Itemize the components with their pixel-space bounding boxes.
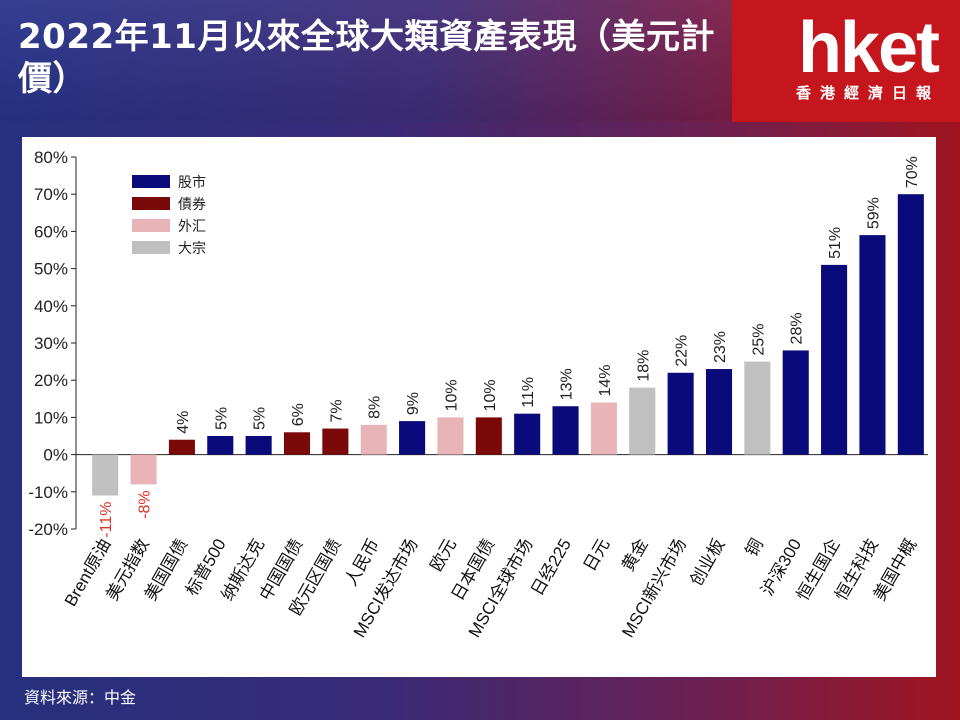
bar (590, 402, 617, 455)
value-label: 18% (635, 350, 652, 382)
bar (821, 264, 848, 455)
bar (322, 428, 349, 455)
hket-logo-subtext: 香港經濟日報 (795, 84, 940, 102)
hket-logo: hket (797, 8, 940, 88)
category-label: 铜 (742, 536, 767, 560)
value-label: 5% (213, 407, 230, 430)
bar (245, 436, 272, 455)
legend-label: 股市 (178, 174, 206, 190)
bar (207, 436, 234, 455)
bar (514, 413, 541, 455)
value-label: 23% (712, 331, 729, 363)
legend-label: 外汇 (178, 218, 206, 234)
logo-panel (732, 0, 960, 122)
value-label: 7% (328, 399, 345, 422)
bar (667, 372, 694, 455)
value-label: -11% (98, 502, 115, 538)
bar (744, 361, 771, 455)
value-label: 14% (597, 364, 614, 396)
value-label: 25% (750, 324, 767, 356)
bar-chart: -20% -10% 0% 10% 20% 30% 40% 50% 60% 70% 80% -11%Br… (28, 148, 928, 641)
bar (399, 421, 426, 455)
category-label: 人民币 (341, 536, 383, 590)
category-label: 黄金 (618, 536, 651, 575)
y-tick-label: 80% (34, 148, 68, 167)
bar (168, 439, 195, 455)
value-label: 5% (252, 407, 269, 430)
y-tick-label: -20% (28, 520, 68, 539)
y-tick-label: 10% (34, 408, 68, 427)
bar (283, 432, 311, 455)
category-label: 欧元 (426, 536, 459, 575)
value-label: 9% (405, 392, 422, 415)
chart-panel: -20% -10% 0% 10% 20% 30% 40% 50% 60% 70% 80% -11% Br… (22, 137, 936, 677)
y-tick-label: 60% (34, 222, 68, 241)
value-label: 6% (290, 403, 307, 426)
y-tick-label: 70% (34, 185, 68, 204)
y-tick-label: 20% (34, 371, 68, 390)
y-tick-label: 0% (43, 446, 68, 465)
value-label: -8% (137, 490, 154, 518)
header-banner: 2022年11月以來全球大類資產表現（美元計價） hket 香港經濟日報 (0, 0, 960, 122)
bar (705, 369, 733, 455)
value-label: 10% (482, 379, 499, 411)
y-tick-label: -10% (28, 483, 68, 502)
y-tick-label: 50% (34, 260, 68, 279)
bar (360, 424, 387, 455)
bar (475, 417, 502, 455)
legend-label: 債券 (178, 196, 206, 212)
value-label: 59% (865, 197, 882, 229)
bar (629, 387, 656, 455)
bar (92, 454, 119, 496)
bar (130, 454, 157, 485)
value-label: 10% (443, 379, 460, 411)
value-label: 28% (789, 312, 806, 344)
bar (437, 417, 464, 455)
value-label: 8% (367, 396, 384, 419)
category-label: 创业板 (687, 536, 729, 590)
legend-swatch (132, 197, 170, 210)
bar (859, 235, 886, 455)
y-tick-label: 30% (34, 334, 68, 353)
legend-swatch (132, 219, 170, 232)
bar (897, 194, 924, 455)
value-label: 70% (904, 156, 921, 188)
legend-swatch (132, 175, 170, 188)
page-title: 2022年11月以來全球大類資產表現（美元計價） (18, 17, 715, 99)
value-label: 22% (674, 335, 691, 367)
bar (782, 350, 809, 455)
bar (552, 406, 579, 455)
y-tick-label: 40% (34, 297, 68, 316)
legend-swatch (132, 241, 170, 254)
category-label: Brent原油 (61, 536, 115, 610)
value-label: 11% (520, 377, 537, 408)
value-label: 51% (827, 227, 844, 259)
category-label: 日元 (580, 536, 613, 575)
source-note: 資料來源：中金 (24, 688, 137, 707)
legend-label: 大宗 (178, 240, 206, 256)
value-label: 13% (559, 368, 576, 400)
value-label: 4% (175, 411, 192, 434)
